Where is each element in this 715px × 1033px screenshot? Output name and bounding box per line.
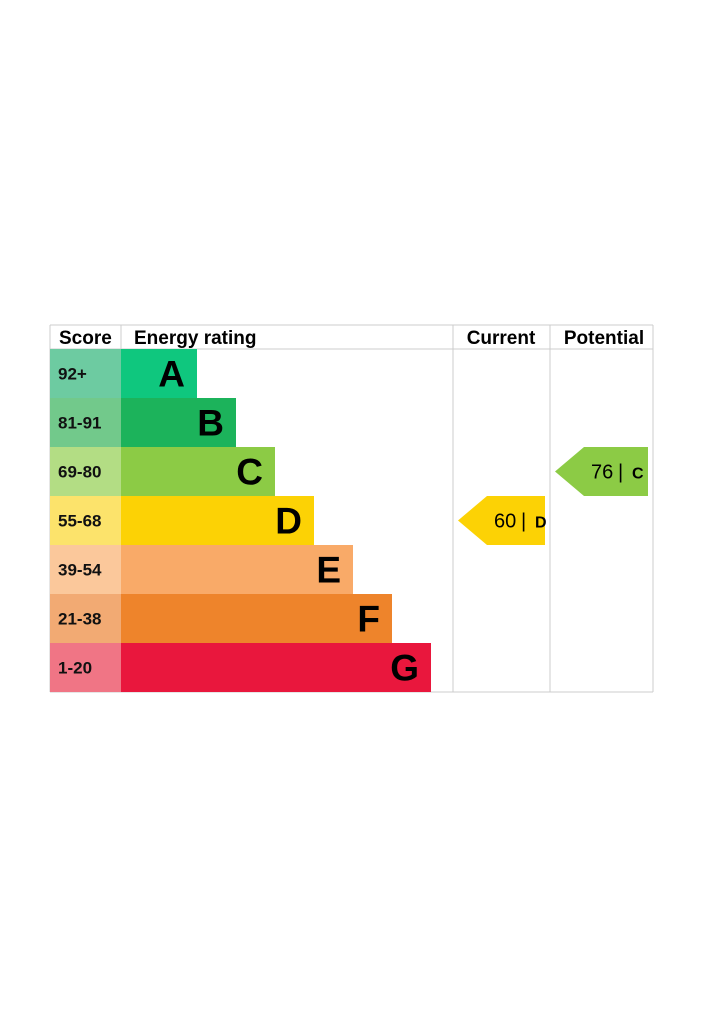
band-letter-f: F — [357, 599, 380, 640]
potential-rating-arrow — [555, 447, 648, 496]
score-cell-d — [50, 496, 121, 545]
potential-header: Potential — [564, 328, 644, 349]
potential-rating-value: 76 — [591, 462, 613, 484]
score-cell-a — [50, 349, 121, 398]
table-header: Score Energy rating Current Potential — [59, 328, 644, 349]
band-b: 81-91 B — [50, 398, 236, 447]
band-letter-g: G — [390, 648, 419, 689]
score-cell-f — [50, 594, 121, 643]
current-rating-value: 60 — [494, 511, 516, 533]
current-rating-separator: | — [521, 511, 526, 533]
score-label-a: 92+ — [58, 365, 87, 384]
band-e: 39-54 E — [50, 545, 353, 594]
current-header: Current — [467, 328, 536, 349]
band-bar-d — [121, 496, 314, 545]
score-cell-e — [50, 545, 121, 594]
potential-rating-marker: 76 | C — [555, 447, 648, 496]
score-label-f: 21-38 — [58, 610, 101, 629]
band-bar-a — [121, 349, 197, 398]
band-letter-c: C — [236, 452, 263, 493]
score-label-c: 69-80 — [58, 463, 101, 482]
band-letter-e: E — [316, 550, 341, 591]
band-letter-a: A — [158, 354, 185, 395]
band-a: 92+ A — [50, 349, 197, 398]
band-bar-b — [121, 398, 236, 447]
band-letter-d: D — [275, 501, 302, 542]
score-label-g: 1-20 — [58, 659, 92, 678]
band-f: 21-38 F — [50, 594, 392, 643]
score-label-e: 39-54 — [58, 561, 102, 580]
score-cell-g — [50, 643, 121, 692]
band-bar-e — [121, 545, 353, 594]
current-rating-letter: D — [535, 515, 547, 532]
score-label-b: 81-91 — [58, 414, 101, 433]
score-label-d: 55-68 — [58, 512, 101, 531]
current-rating-arrow — [458, 496, 545, 545]
band-bar-c — [121, 447, 275, 496]
band-c: 69-80 C — [50, 447, 275, 496]
energy-rating-header: Energy rating — [134, 328, 256, 349]
band-bar-g — [121, 643, 431, 692]
potential-rating-separator: | — [618, 462, 623, 484]
current-rating-marker: 60 | D — [458, 496, 547, 545]
score-header: Score — [59, 328, 112, 349]
score-cell-b — [50, 398, 121, 447]
score-cell-c — [50, 447, 121, 496]
band-bar-f — [121, 594, 392, 643]
band-g: 1-20 G — [50, 643, 431, 692]
band-d: 55-68 D — [50, 496, 314, 545]
potential-rating-letter: C — [632, 466, 644, 483]
rating-bands: 92+ A 81-91 B 69-80 C 55-68 D 39-54 E 21-38 F 1-20 G — [50, 349, 431, 692]
band-letter-b: B — [197, 403, 224, 444]
